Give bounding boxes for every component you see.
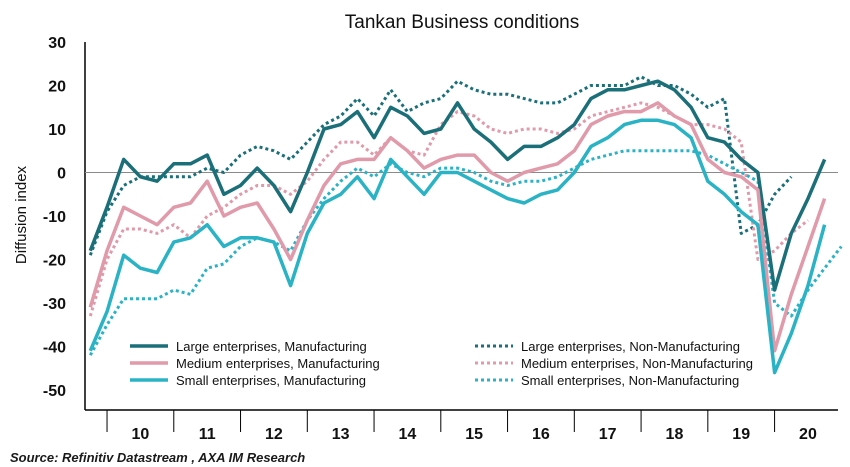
legend: Large enterprises, Manufacturing Large en… bbox=[130, 339, 753, 388]
legend-label: Large enterprises, Non-Manufacturing bbox=[521, 339, 740, 354]
x-axis: 10 11 12 13 14 15 16 17 18 19 20 bbox=[85, 409, 838, 443]
x-tick-label: 14 bbox=[399, 426, 417, 443]
series-line-4 bbox=[88, 101, 809, 317]
x-tick-label: 15 bbox=[465, 426, 483, 443]
x-tick-label: 12 bbox=[265, 426, 283, 443]
y-tick-label: 20 bbox=[48, 79, 66, 96]
y-tick-label: 10 bbox=[48, 122, 66, 139]
series-line-1 bbox=[88, 79, 827, 292]
series-line-5 bbox=[88, 118, 827, 375]
series-line-6 bbox=[88, 149, 843, 356]
x-tick-label: 17 bbox=[599, 426, 617, 443]
x-tick-label: 18 bbox=[666, 426, 684, 443]
y-axis-label: Diffusion index bbox=[13, 165, 30, 264]
y-tick-label: -10 bbox=[43, 209, 66, 226]
legend-label: Medium enterprises, Non-Manufacturing bbox=[521, 356, 753, 371]
y-tick-label: -50 bbox=[43, 383, 66, 400]
legend-label: Small enterprises, Non-Manufacturing bbox=[521, 373, 739, 388]
legend-label: Large enterprises, Manufacturing bbox=[176, 339, 367, 354]
x-tick-label: 10 bbox=[132, 426, 150, 443]
x-tick-label: 20 bbox=[799, 426, 817, 443]
x-tick-label: 11 bbox=[199, 426, 216, 443]
y-tick-label: -40 bbox=[43, 340, 66, 357]
series-line-3 bbox=[88, 101, 827, 353]
x-tick-label: 13 bbox=[332, 426, 350, 443]
y-axis: 30 20 10 0 -10 -20 -30 -40 -50 bbox=[43, 35, 86, 410]
x-tick-label: 16 bbox=[532, 426, 550, 443]
legend-label: Small enterprises, Manufacturing bbox=[176, 373, 366, 388]
series-layer bbox=[88, 75, 843, 375]
y-tick-label: 30 bbox=[48, 35, 66, 52]
y-tick-label: -30 bbox=[43, 296, 66, 313]
x-tick-label: 19 bbox=[732, 426, 750, 443]
legend-label: Medium enterprises, Manufacturing bbox=[176, 356, 380, 371]
y-tick-label: -20 bbox=[43, 253, 66, 270]
y-tick-label: 0 bbox=[57, 166, 66, 183]
source-note: Source: Refinitiv Datastream , AXA IM Re… bbox=[10, 450, 305, 465]
chart-title: Tankan Business conditions bbox=[345, 12, 579, 33]
